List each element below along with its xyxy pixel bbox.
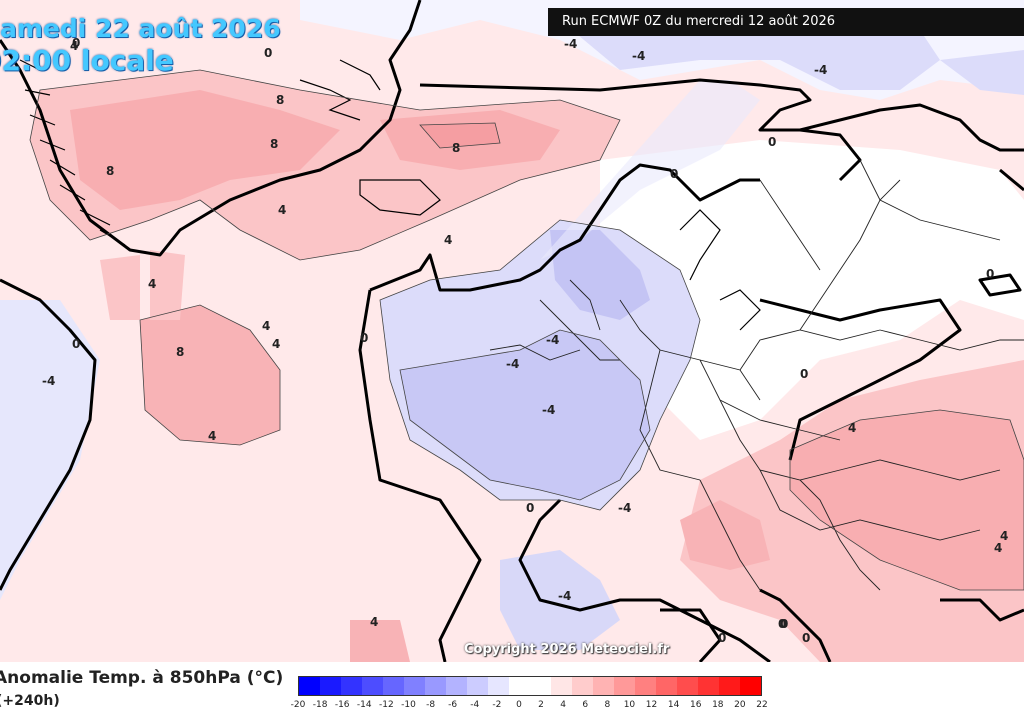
contour-value-label: 0 <box>360 331 368 345</box>
color-scale-ticks: -20 -18 -16 -14 -12 -10 -8 -6 -4 -2 0 2 4 6 8 10 12 14 16 1… <box>291 700 768 714</box>
scale-tick-label: 6 <box>582 700 589 710</box>
scale-swatch <box>404 677 425 695</box>
valid-date: Samedi 22 août 2026 <box>0 14 281 43</box>
scale-tick-label: -16 <box>334 700 350 710</box>
scale-swatch <box>341 677 362 695</box>
contour-value-label: 0 <box>264 46 272 60</box>
contour-value-label: -4 <box>542 403 555 417</box>
contour-value-label: 0 <box>72 337 80 351</box>
scale-swatch <box>488 677 509 695</box>
contour-value-label: -4 <box>814 63 827 77</box>
contour-value-label: 4 <box>1000 529 1008 543</box>
legend-title: Anomalie Temp. à 850hPa (°C) <box>0 668 284 688</box>
scale-tick-label: -20 <box>290 700 306 710</box>
contour-value-label: -4 <box>42 374 55 388</box>
run-info-banner: Run ECMWF 0Z du mercredi 12 août 2026 <box>548 8 1024 36</box>
scale-swatch <box>614 677 635 695</box>
scale-tick-label: -6 <box>448 700 458 710</box>
contour-value-label: 0 <box>670 167 678 181</box>
scale-swatch <box>656 677 677 695</box>
scale-swatch <box>551 677 572 695</box>
scale-swatch <box>299 677 320 695</box>
contour-value-label: 0 <box>526 501 534 515</box>
scale-swatch <box>635 677 656 695</box>
contour-value-label: 4 <box>70 39 78 53</box>
copyright-notice: Copyright 2026 Meteociel.fr <box>464 642 670 657</box>
scale-swatch <box>593 677 614 695</box>
contour-value-label: 0 <box>768 135 776 149</box>
scale-tick-label: -14 <box>356 700 372 710</box>
valid-time: 02:00 locale <box>0 44 174 77</box>
contour-value-label: 0 <box>986 267 994 281</box>
contour-value-label: 0 <box>718 631 726 645</box>
contour-value-label: 4 <box>444 233 452 247</box>
scale-tick-label: 2 <box>538 700 544 710</box>
contour-value-label: 4 <box>148 277 156 291</box>
contour-value-label: 4 <box>208 429 216 443</box>
scale-tick-label: -4 <box>470 700 480 710</box>
contour-value-label: -4 <box>558 589 571 603</box>
scale-swatch <box>572 677 593 695</box>
scale-tick-label: -10 <box>401 700 416 710</box>
scale-swatch <box>530 677 551 695</box>
contour-value-label: 4 <box>278 203 286 217</box>
contour-value-label: 4 <box>994 541 1002 555</box>
scale-swatch <box>362 677 383 695</box>
contour-value-label: 8 <box>270 137 278 151</box>
scale-tick-label: -2 <box>492 700 502 710</box>
contour-value-label: 8 <box>106 164 114 178</box>
contour-value-label: -4 <box>546 333 559 347</box>
contour-value-label: 8 <box>452 141 460 155</box>
scale-tick-label: -18 <box>312 700 328 710</box>
scale-tick-label: 8 <box>604 700 611 710</box>
scale-swatch <box>446 677 467 695</box>
scale-tick-label: -12 <box>379 700 394 710</box>
scale-tick-label: 10 <box>623 700 636 710</box>
scale-tick-label: 12 <box>645 700 658 710</box>
color-scale <box>298 676 762 696</box>
contour-value-label: 0 <box>778 617 786 631</box>
scale-swatch <box>719 677 740 695</box>
scale-tick-label: 18 <box>712 700 724 710</box>
contour-value-label: 0 <box>72 36 80 50</box>
contour-value-label: 0 <box>802 631 810 645</box>
forecast-range: (+240h) <box>0 693 60 709</box>
contour-value-label: 4 <box>370 615 378 629</box>
scale-tick-label: 22 <box>756 700 768 710</box>
scale-swatch <box>509 677 530 695</box>
contour-value-label: 0 <box>780 617 788 631</box>
contour-value-label: -4 <box>632 49 645 63</box>
scale-tick-label: 4 <box>560 700 567 710</box>
scale-tick-label: 14 <box>667 700 680 710</box>
contour-value-label: 4 <box>272 337 280 351</box>
contour-value-label: -4 <box>564 37 577 51</box>
scale-swatch <box>677 677 698 695</box>
scale-swatch <box>698 677 719 695</box>
contour-value-label: 8 <box>276 93 284 107</box>
scale-tick-label: 16 <box>689 700 702 710</box>
scale-swatch <box>383 677 404 695</box>
scale-tick-label: 20 <box>734 700 746 710</box>
scale-tick-label: -8 <box>426 700 436 710</box>
contour-value-label: -4 <box>506 357 519 371</box>
contour-value-label: -4 <box>618 501 631 515</box>
scale-swatch <box>467 677 488 695</box>
contour-value-label: 4 <box>848 421 856 435</box>
contour-value-label: 0 <box>800 367 808 381</box>
scale-tick-label: 0 <box>516 700 522 710</box>
contour-value-label: 8 <box>176 345 184 359</box>
scale-swatch <box>425 677 446 695</box>
scale-swatch <box>320 677 341 695</box>
scale-swatch <box>740 677 761 695</box>
contour-value-label: 4 <box>262 319 270 333</box>
